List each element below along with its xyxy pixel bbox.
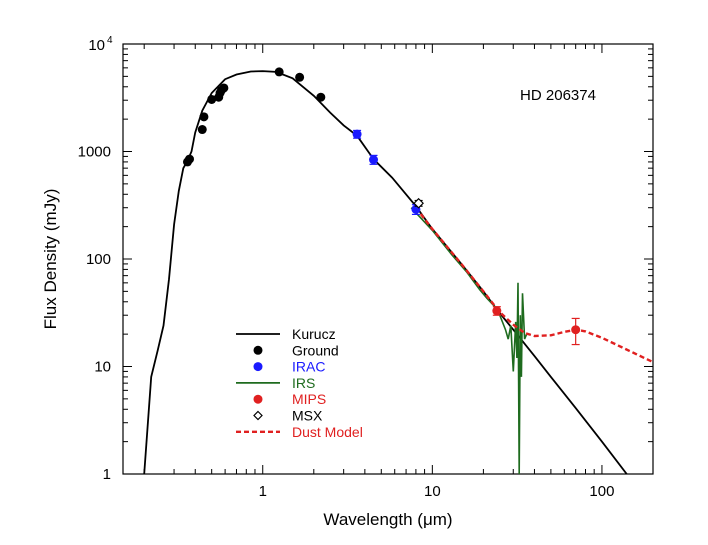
ground-point (295, 72, 305, 82)
legend-label-irac: IRAC (292, 359, 325, 375)
x-tick-label: 100 (589, 483, 614, 500)
y-axis-label: Flux Density (mJy) (41, 189, 60, 330)
legend-label-kurucz: Kurucz (292, 326, 336, 342)
kurucz-model-line (143, 70, 628, 474)
y-tick-label: 1 (103, 466, 111, 483)
irac-point (352, 129, 362, 139)
legend-swatch-ground (253, 345, 263, 355)
x-axis-label: Wavelength (μm) (323, 510, 452, 529)
star-name-annotation: HD 206374 (520, 87, 596, 104)
legend-label-mips: MIPS (292, 391, 326, 407)
ground-point (207, 94, 217, 104)
y-tick-label-exponent: 4 (107, 35, 113, 46)
legend-label-dust-model: Dust Model (292, 424, 363, 440)
ground-point (199, 112, 209, 122)
ground-point (185, 154, 195, 164)
marker-layer (182, 67, 581, 346)
legend-swatch-msx (253, 410, 263, 421)
mips-point (571, 325, 581, 335)
ground-point (219, 83, 229, 93)
y-tick-label: 10 (94, 359, 111, 376)
mips-point (492, 306, 502, 316)
x-tick-label: 1 (259, 483, 267, 500)
legend-label-msx: MSX (292, 408, 323, 424)
ground-point (274, 67, 284, 77)
y-tick-label-top: 10 (88, 37, 105, 54)
legend-swatch-mips (253, 394, 263, 404)
legend-label-irs: IRS (292, 375, 315, 391)
ground-point (316, 92, 326, 102)
dust-model-line (414, 206, 653, 364)
msx-point (413, 197, 424, 209)
legend-label-ground: Ground (292, 342, 339, 358)
y-tick-label: 1000 (78, 144, 111, 161)
legend-swatch-irac (253, 362, 263, 372)
ground-point (197, 125, 207, 135)
series-layer (143, 70, 653, 474)
y-tick-label: 100 (86, 251, 111, 268)
x-tick-label: 10 (424, 483, 441, 500)
irac-point (369, 155, 379, 165)
irs-spectrum-line (410, 207, 528, 474)
